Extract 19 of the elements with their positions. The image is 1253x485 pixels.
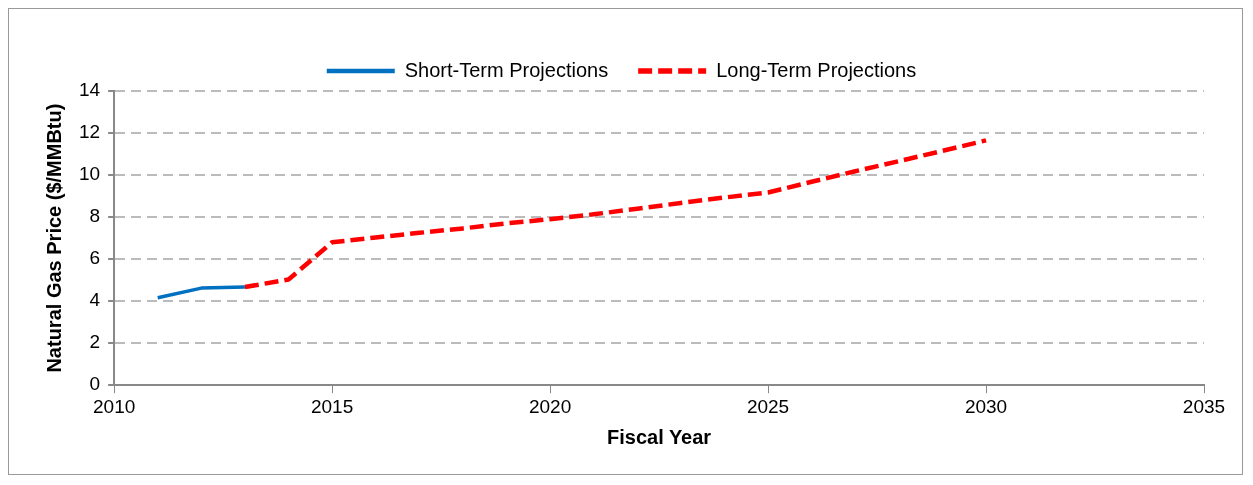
legend-label: Long-Term Projections <box>716 58 917 81</box>
x-tick-label: 2030 <box>964 395 1008 417</box>
y-tick-label: 8 <box>89 205 101 227</box>
y-tick-label: 4 <box>89 289 101 311</box>
y-tick-label: 12 <box>78 121 101 143</box>
line-series <box>242 138 989 290</box>
x-tick-label: 2015 <box>310 395 354 417</box>
x-axis-title: Fiscal Year <box>606 425 712 448</box>
y-tick-label: 6 <box>89 247 101 269</box>
x-tick-label: 2010 <box>92 395 136 417</box>
x-tick-label: 2035 <box>1182 395 1226 417</box>
y-tick-label: 10 <box>78 163 101 185</box>
y-tick-label: 2 <box>89 331 101 353</box>
y-axis-title: Natural Gas Price ($/MMBtu) <box>42 103 65 373</box>
y-tick-label: 0 <box>89 373 101 395</box>
legend-label: Short-Term Projections <box>404 58 609 81</box>
x-tick-label: 2025 <box>746 395 790 417</box>
y-tick-label: 14 <box>78 79 101 101</box>
x-tick-label: 2020 <box>528 395 572 417</box>
